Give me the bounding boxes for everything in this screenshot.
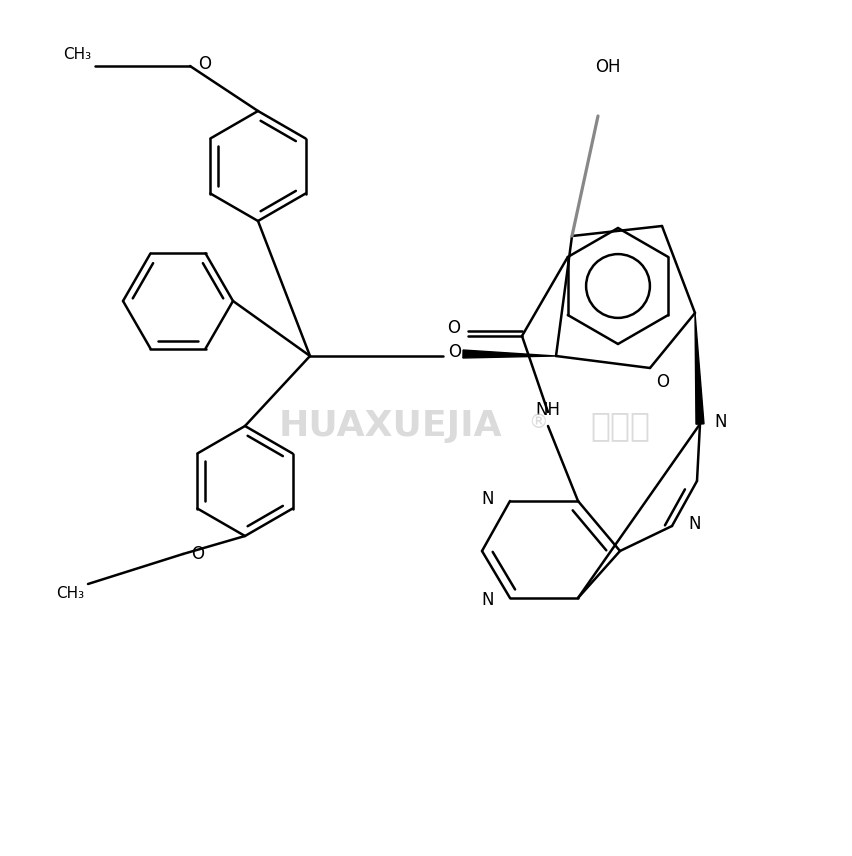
Text: N: N (688, 515, 700, 533)
Text: O: O (191, 545, 204, 563)
Text: 化学加: 化学加 (590, 409, 650, 443)
Polygon shape (695, 313, 704, 425)
Text: CH₃: CH₃ (56, 586, 84, 601)
Text: O: O (448, 343, 461, 361)
Text: O: O (447, 319, 460, 337)
Text: HUAXUEJIA: HUAXUEJIA (279, 409, 502, 443)
Text: N: N (481, 490, 494, 508)
Text: O: O (656, 373, 669, 391)
Text: ®: ® (528, 413, 548, 431)
Text: O: O (198, 55, 211, 73)
Polygon shape (463, 350, 556, 358)
Text: NH: NH (536, 401, 561, 419)
Text: OH: OH (596, 58, 621, 76)
Text: N: N (714, 413, 727, 431)
Text: N: N (481, 591, 494, 609)
Text: CH₃: CH₃ (63, 47, 91, 62)
